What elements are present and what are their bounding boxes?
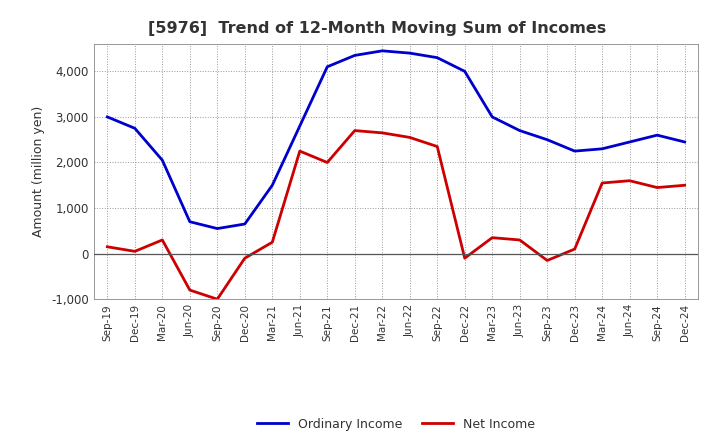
Net Income bbox=[680, 183, 689, 188]
Ordinary Income bbox=[570, 148, 579, 154]
Ordinary Income bbox=[351, 53, 359, 58]
Ordinary Income bbox=[323, 64, 332, 70]
Net Income bbox=[543, 258, 552, 263]
Ordinary Income bbox=[598, 146, 606, 151]
Ordinary Income bbox=[488, 114, 497, 120]
Ordinary Income bbox=[653, 132, 662, 138]
Net Income bbox=[405, 135, 414, 140]
Ordinary Income bbox=[103, 114, 112, 120]
Net Income bbox=[323, 160, 332, 165]
Ordinary Income bbox=[240, 221, 249, 227]
Ordinary Income bbox=[680, 139, 689, 145]
Net Income bbox=[626, 178, 634, 183]
Ordinary Income bbox=[186, 219, 194, 224]
Ordinary Income bbox=[378, 48, 387, 54]
Net Income bbox=[460, 256, 469, 261]
Y-axis label: Amount (million yen): Amount (million yen) bbox=[32, 106, 45, 237]
Ordinary Income bbox=[626, 139, 634, 145]
Net Income bbox=[488, 235, 497, 240]
Net Income bbox=[213, 297, 222, 302]
Line: Net Income: Net Income bbox=[107, 131, 685, 299]
Line: Ordinary Income: Ordinary Income bbox=[107, 51, 685, 228]
Text: [5976]  Trend of 12-Month Moving Sum of Incomes: [5976] Trend of 12-Month Moving Sum of I… bbox=[148, 21, 606, 36]
Ordinary Income bbox=[405, 51, 414, 56]
Net Income bbox=[186, 287, 194, 293]
Ordinary Income bbox=[130, 126, 139, 131]
Ordinary Income bbox=[158, 158, 166, 163]
Ordinary Income bbox=[433, 55, 441, 60]
Net Income bbox=[268, 240, 276, 245]
Legend: Ordinary Income, Net Income: Ordinary Income, Net Income bbox=[252, 413, 540, 436]
Net Income bbox=[378, 130, 387, 136]
Net Income bbox=[295, 148, 304, 154]
Net Income bbox=[351, 128, 359, 133]
Net Income bbox=[598, 180, 606, 186]
Ordinary Income bbox=[213, 226, 222, 231]
Ordinary Income bbox=[295, 123, 304, 128]
Ordinary Income bbox=[460, 69, 469, 74]
Net Income bbox=[103, 244, 112, 249]
Net Income bbox=[653, 185, 662, 190]
Net Income bbox=[158, 237, 166, 242]
Net Income bbox=[433, 144, 441, 149]
Net Income bbox=[516, 237, 524, 242]
Ordinary Income bbox=[516, 128, 524, 133]
Ordinary Income bbox=[268, 183, 276, 188]
Ordinary Income bbox=[543, 137, 552, 143]
Net Income bbox=[240, 256, 249, 261]
Net Income bbox=[570, 246, 579, 252]
Net Income bbox=[130, 249, 139, 254]
